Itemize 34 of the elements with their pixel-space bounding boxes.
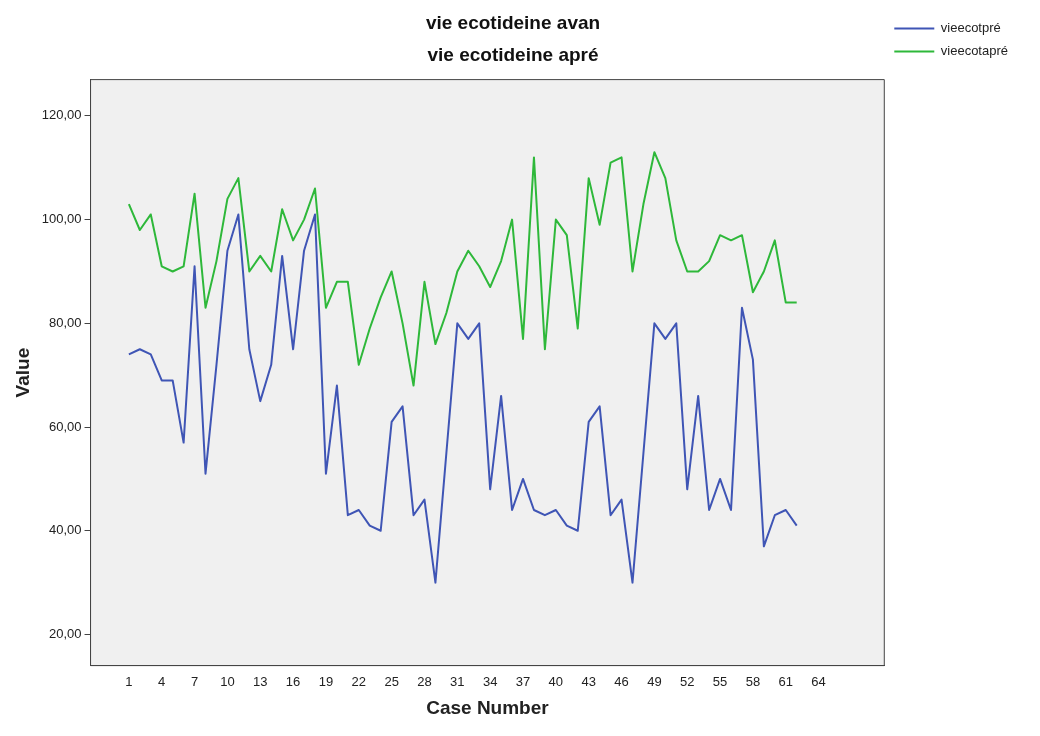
y-tick-label: 20,00 xyxy=(49,626,82,642)
chart-subtitle: vie ecotideine apré xyxy=(427,44,599,66)
x-tick-label: 34 xyxy=(482,673,498,689)
x-tick-label: 64 xyxy=(811,673,826,689)
x-axis-title: Case Number xyxy=(426,696,550,718)
x-tick-label: 10 xyxy=(220,673,235,689)
x-tick-label: 52 xyxy=(679,673,695,689)
y-tick-label: 120,00 xyxy=(41,107,82,123)
y-axis-title: Value xyxy=(11,347,33,398)
legend-label: vieecotpré xyxy=(940,20,1001,36)
legend-label: vieecotapré xyxy=(940,43,1009,59)
x-tick-label: 4 xyxy=(158,673,166,689)
x-tick-label: 28 xyxy=(417,673,432,689)
y-tick-label: 60,00 xyxy=(49,418,82,434)
x-tick-label: 49 xyxy=(647,673,662,689)
x-tick-label: 22 xyxy=(351,673,367,689)
x-tick-label: 7 xyxy=(190,673,199,689)
x-tick-label: 13 xyxy=(253,673,268,689)
x-tick-label: 55 xyxy=(712,673,728,689)
x-tick-label: 58 xyxy=(745,673,761,689)
y-tick-label: 100,00 xyxy=(41,211,82,227)
x-tick-label: 37 xyxy=(515,673,531,689)
chart-title: vie ecotideine avan xyxy=(425,11,601,33)
x-tick-label: 19 xyxy=(318,673,334,689)
y-tick-label: 80,00 xyxy=(49,314,82,330)
x-tick-label: 46 xyxy=(614,673,629,689)
y-tick-label: 40,00 xyxy=(49,522,82,538)
x-tick-label: 25 xyxy=(384,673,399,689)
x-tick-label: 40 xyxy=(548,673,564,689)
x-tick-label: 1 xyxy=(125,673,133,689)
x-tick-label: 16 xyxy=(285,673,301,689)
x-tick-label: 43 xyxy=(581,673,596,689)
x-tick-label: 31 xyxy=(450,673,465,689)
x-tick-label: 61 xyxy=(778,673,793,689)
